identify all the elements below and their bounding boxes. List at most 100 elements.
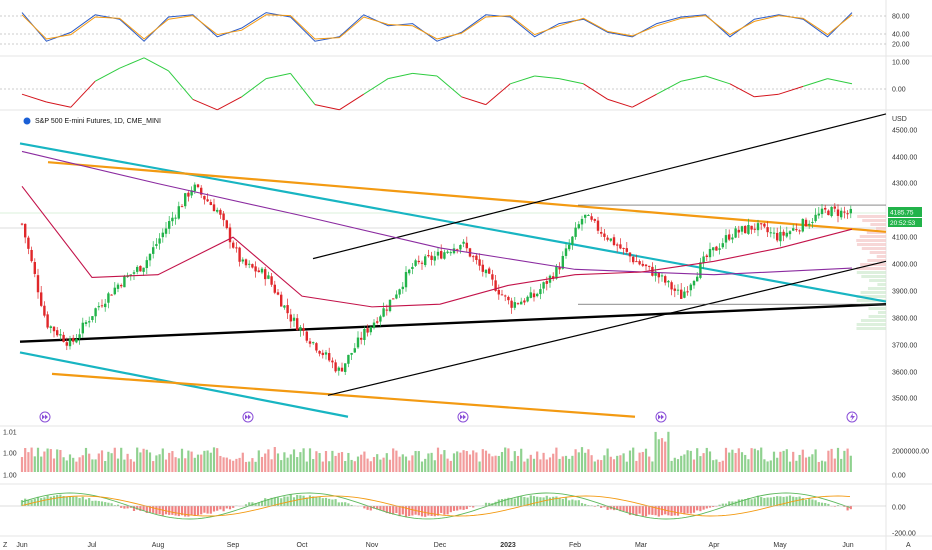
volume-bar <box>65 460 68 472</box>
volume-bar <box>344 460 347 472</box>
macd-bar <box>523 497 526 506</box>
candle-body <box>241 259 244 262</box>
volume-bar <box>424 458 427 472</box>
volume-bar <box>536 451 539 472</box>
volume-bar <box>529 454 532 472</box>
candle-body <box>286 305 289 314</box>
volume-bar <box>276 453 280 472</box>
macd-bar <box>513 498 516 506</box>
candle-body <box>462 241 465 244</box>
candle-body <box>312 342 315 344</box>
price-tick: 4300.00 <box>892 181 917 188</box>
candle-body <box>446 251 449 253</box>
candle-body <box>465 242 468 249</box>
candle-body <box>609 238 612 241</box>
volume-bar <box>590 455 593 472</box>
volume-bar <box>382 457 385 472</box>
macd-bar <box>116 504 120 506</box>
volume-bar <box>340 452 344 472</box>
macd-tick: -200.00 <box>892 531 916 538</box>
candle-body <box>216 209 219 212</box>
candle-body <box>459 244 462 250</box>
macd-bar <box>747 497 750 506</box>
candle-body <box>840 210 843 218</box>
macd-bar <box>526 497 529 506</box>
candle-body <box>692 280 696 286</box>
volume-bar <box>366 458 369 472</box>
macd-bar <box>411 506 414 516</box>
candle-body <box>81 322 84 334</box>
time-tick: Feb <box>569 542 581 549</box>
candle-body <box>280 294 283 307</box>
candle-body <box>766 227 769 233</box>
volume-bar <box>100 450 104 472</box>
volume-bar <box>318 453 321 472</box>
macd-bar <box>139 506 142 511</box>
candle-body <box>411 266 414 270</box>
candle-body <box>36 275 40 293</box>
last-price-value: 4185.75 <box>890 210 914 217</box>
candle-body <box>625 248 628 252</box>
candle-body <box>392 298 395 300</box>
macd-bar <box>376 506 379 510</box>
candle-body <box>478 259 481 266</box>
stochastic-lines <box>21 12 853 42</box>
volume-bar <box>126 453 129 472</box>
candle-body <box>251 264 254 268</box>
volume-bar <box>564 455 568 472</box>
volume-bar <box>184 458 187 472</box>
candle-body <box>427 255 430 257</box>
candle-body <box>632 256 635 263</box>
volume-bar <box>347 452 350 472</box>
macd-bar <box>216 506 219 511</box>
candle-body <box>638 261 641 265</box>
macd-bar <box>366 506 369 510</box>
volume-bar <box>718 461 721 472</box>
candle-body <box>196 184 200 188</box>
macd-bar <box>312 496 315 506</box>
volume-bar <box>628 450 632 472</box>
macd-bar <box>193 506 196 516</box>
macd-bar <box>350 504 353 506</box>
macd-bar <box>126 506 129 509</box>
lightning-glyph <box>850 413 855 421</box>
candle-body <box>46 314 49 328</box>
macd-bar <box>654 506 657 516</box>
macd-bar <box>196 506 200 516</box>
macd-bar <box>286 496 289 506</box>
candle-body <box>43 305 46 316</box>
macd-bar <box>171 506 174 515</box>
macd-bar <box>292 497 296 506</box>
candle-body <box>484 269 488 274</box>
candle-body <box>40 292 43 306</box>
volume-bar <box>145 449 148 472</box>
auto-scale-button[interactable]: A <box>906 542 911 549</box>
volume-bar <box>609 456 612 472</box>
volume-bar <box>513 451 516 472</box>
candle-body <box>372 322 376 328</box>
candle-body <box>254 266 257 272</box>
candle-body <box>552 276 555 279</box>
candle-body <box>833 206 836 209</box>
volume-bar <box>334 455 337 472</box>
volume-bar <box>760 447 763 472</box>
macd-bar <box>532 496 536 506</box>
macd-bar <box>331 499 334 506</box>
candle-body <box>516 303 520 305</box>
volume-bar <box>392 448 395 472</box>
timezone-button[interactable]: Z <box>3 542 8 549</box>
volume-bar <box>657 439 660 472</box>
volume-left-tick: 1.00 <box>3 473 17 480</box>
candle-body <box>734 228 737 238</box>
candle-body <box>424 256 427 266</box>
macd-bar <box>97 501 100 506</box>
macd-bar <box>283 496 286 506</box>
macd-bar <box>56 494 59 506</box>
volume-bar <box>552 453 555 472</box>
candle-body <box>401 286 404 290</box>
macd-bar <box>516 496 520 506</box>
candle-body <box>148 253 152 261</box>
macd-bar <box>260 500 264 506</box>
candle-body <box>292 317 296 321</box>
